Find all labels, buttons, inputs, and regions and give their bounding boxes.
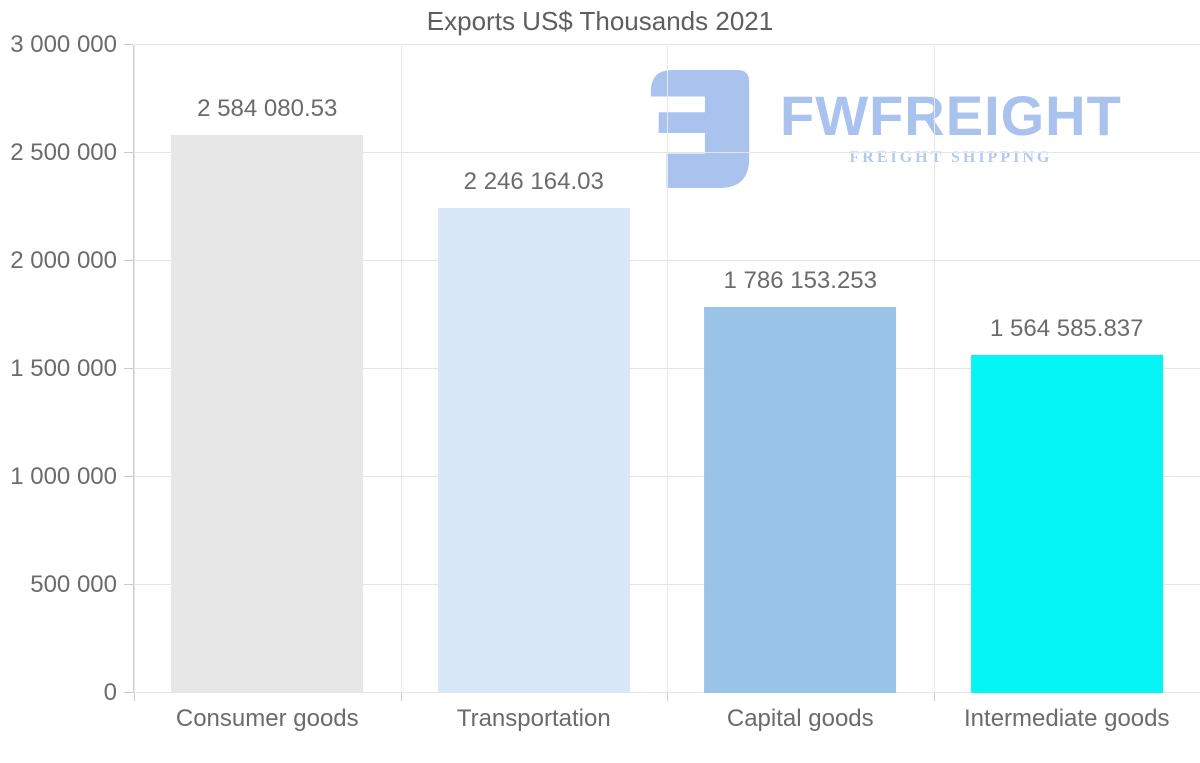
logo-text-block: FWFREIGHT FREIGHT SHIPPING [780,70,1122,167]
y-tick-label: 1 000 000 [10,463,117,490]
y-tick-label: 0 [103,679,117,706]
bar-intermediate-goods [970,355,1163,693]
y-tick-label: 1 500 000 [10,355,117,382]
y-tick-mark [124,260,133,261]
bar-value-label: 2 584 080.53 [197,94,338,122]
y-tick-mark [124,692,133,693]
y-tick-mark [124,152,133,153]
x-axis-category-label: Capital goods [726,705,874,732]
x-tick-mark [933,693,935,701]
x-axis-category-label: Transportation [456,705,611,732]
category-separator-line [400,45,402,693]
y-tick-label: 2 000 000 [10,247,117,274]
y-tick-label: 2 500 000 [10,139,117,166]
y-tick-label: 3 000 000 [10,31,117,58]
x-tick-mark [667,693,668,701]
brand-tagline: FREIGHT SHIPPING [849,149,1053,166]
bar-transportation [437,207,630,693]
y-tick-mark [124,368,133,369]
brand-name: FWFREIGHT [780,84,1122,147]
bar-cell: 1 786 153.253 Capital goods [667,45,934,732]
bar-cell: 1 564 585.837 Intermediate goods [934,45,1200,732]
y-tick-mark [124,584,133,585]
chart-title: Exports US$ Thousands 2021 [426,6,774,36]
category-separator-line [667,45,668,693]
fwfreight-logo-mark [650,70,750,188]
bar-value-label: 2 246 164.03 [463,167,604,195]
bar-cell: 2 584 080.53 Consumer goods [134,45,401,732]
bar-value-label: 1 786 153.253 [723,267,877,295]
category-separator-line [933,45,935,693]
x-tick-mark [400,693,402,701]
y-tick-label: 500 000 [30,571,117,598]
category-separator-line [134,45,135,693]
bar-value-label: 1 564 585.837 [990,315,1144,343]
fwfreight-watermark: FWFREIGHT FREIGHT SHIPPING [648,70,1122,188]
x-tick-mark [134,693,135,701]
y-axis-gutter: 0 500 000 1 000 000 1 500 000 2 000 000 2 500… [0,31,133,706]
bar-capital-goods [704,307,897,693]
x-axis-category-label: Intermediate goods [964,705,1170,732]
y-tick-mark [124,476,133,477]
bar-consumer-goods [171,134,364,693]
y-gridline [134,44,1200,45]
plot-area: 2 584 080.53 Consumer goods 2 246 164.03 Tr… [133,44,1200,732]
y-tick-mark [124,44,133,45]
bar-cell: 2 246 164.03 Transportation [401,45,668,732]
x-axis-category-label: Consumer goods [175,705,359,732]
